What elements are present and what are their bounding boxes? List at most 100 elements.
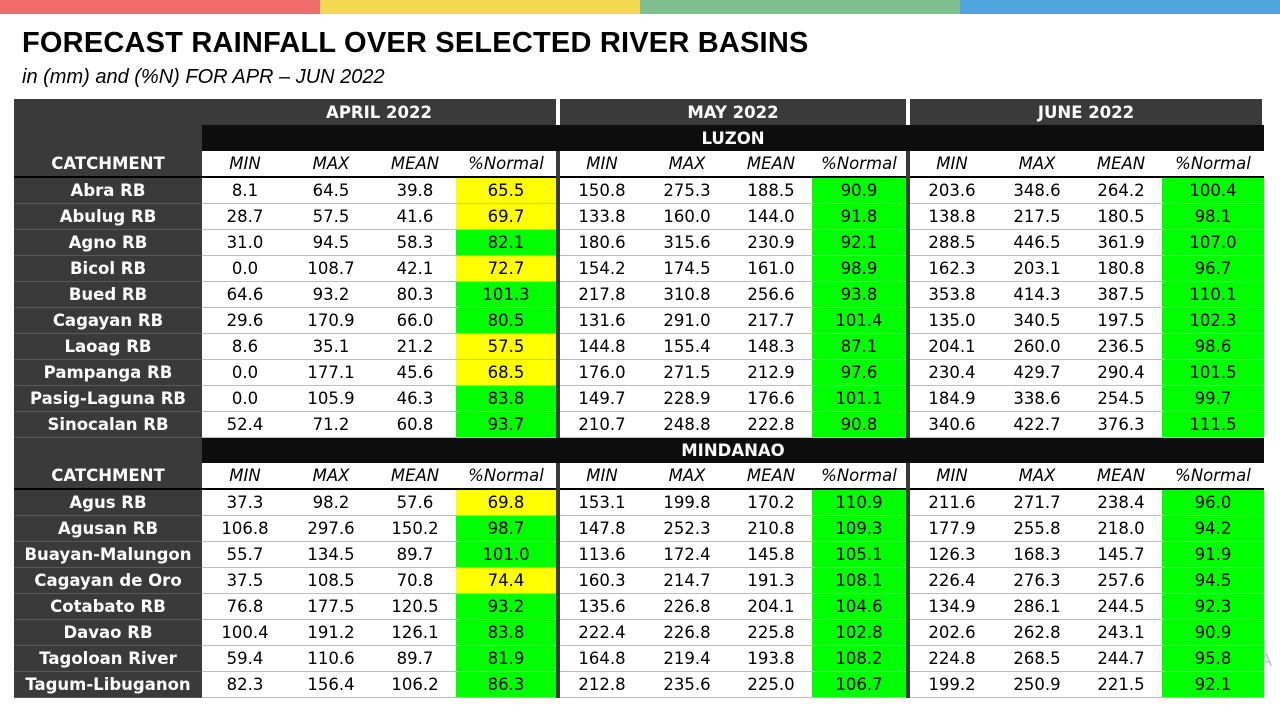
value-cell: 203.6 <box>906 177 994 204</box>
value-cell: 180.6 <box>556 229 644 256</box>
table-row: Tagum-Libuganon 82.3 156.4 106.2 86.3 212.8 23… <box>14 671 1264 698</box>
value-cell: 191.2 <box>288 619 374 646</box>
pct-normal-cell: 96.0 <box>1162 489 1264 516</box>
value-cell: 286.1 <box>994 593 1080 620</box>
value-cell: 260.0 <box>994 333 1080 360</box>
value-cell: 361.9 <box>1080 229 1162 256</box>
value-cell: 110.6 <box>288 645 374 672</box>
catchment-name: Pasig-Laguna RB <box>14 385 202 412</box>
pct-normal-cell: 93.2 <box>456 593 558 620</box>
value-cell: 76.8 <box>202 593 288 620</box>
pct-normal-cell: 90.9 <box>1162 619 1264 646</box>
value-cell: 275.3 <box>644 177 730 204</box>
value-cell: 348.6 <box>994 177 1080 204</box>
catchment-corner <box>14 99 202 125</box>
rainfall-table: APRIL 2022 MAY 2022 JUNE 2022 LUZON CATCHMEN… <box>14 99 1266 698</box>
pct-normal-cell: 101.1 <box>812 385 908 412</box>
pct-normal-cell: 105.1 <box>812 541 908 568</box>
value-cell: 291.0 <box>644 307 730 334</box>
month-header-1: MAY 2022 <box>558 99 910 125</box>
value-cell: 58.3 <box>374 229 456 256</box>
value-cell: 177.9 <box>906 515 994 542</box>
value-cell: 134.9 <box>906 593 994 620</box>
accent-bar <box>0 0 1280 14</box>
value-cell: 82.3 <box>202 671 288 698</box>
value-cell: 170.9 <box>288 307 374 334</box>
value-cell: 64.5 <box>288 177 374 204</box>
pct-normal-cell: 108.2 <box>812 645 908 672</box>
column-header-pct-normal: %Normal <box>812 463 908 490</box>
value-cell: 376.3 <box>1080 411 1162 438</box>
value-cell: 235.6 <box>644 671 730 698</box>
value-cell: 224.8 <box>906 645 994 672</box>
value-cell: 340.5 <box>994 307 1080 334</box>
value-cell: 113.6 <box>556 541 644 568</box>
pct-normal-cell: 80.5 <box>456 307 558 334</box>
value-cell: 288.5 <box>906 229 994 256</box>
pct-normal-cell: 98.9 <box>812 255 908 282</box>
value-cell: 199.8 <box>644 489 730 516</box>
value-cell: 120.5 <box>374 593 456 620</box>
value-cell: 177.5 <box>288 593 374 620</box>
value-cell: 89.7 <box>374 541 456 568</box>
catchment-name: Abra RB <box>14 177 202 204</box>
pct-normal-cell: 91.9 <box>1162 541 1264 568</box>
pct-normal-cell: 111.5 <box>1162 411 1264 438</box>
pct-normal-cell: 100.4 <box>1162 177 1264 204</box>
pct-normal-cell: 96.7 <box>1162 255 1264 282</box>
catchment-name: Sinocalan RB <box>14 411 202 438</box>
value-cell: 422.7 <box>994 411 1080 438</box>
value-cell: 184.9 <box>906 385 994 412</box>
value-cell: 150.8 <box>556 177 644 204</box>
value-cell: 387.5 <box>1080 281 1162 308</box>
value-cell: 162.3 <box>906 255 994 282</box>
value-cell: 255.8 <box>994 515 1080 542</box>
column-header-min: MIN <box>556 151 644 178</box>
pct-normal-cell: 98.6 <box>1162 333 1264 360</box>
value-cell: 8.6 <box>202 333 288 360</box>
value-cell: 160.3 <box>556 567 644 594</box>
value-cell: 176.0 <box>556 359 644 386</box>
accent-bar-red <box>0 0 320 14</box>
value-cell: 170.2 <box>730 489 812 516</box>
value-cell: 338.6 <box>994 385 1080 412</box>
column-header-mean: MEAN <box>1080 463 1162 490</box>
pct-normal-cell: 102.8 <box>812 619 908 646</box>
value-cell: 221.5 <box>1080 671 1162 698</box>
catchment-name: Bued RB <box>14 281 202 308</box>
value-cell: 145.7 <box>1080 541 1162 568</box>
column-header-pct-normal: %Normal <box>1162 463 1264 490</box>
value-cell: 414.3 <box>994 281 1080 308</box>
catchment-name: Agusan RB <box>14 515 202 542</box>
column-header-max: MAX <box>288 463 374 490</box>
region-row: MINDANAO <box>14 437 1264 463</box>
subheader-row: CATCHMENT MIN MAX MEAN %Normal MIN MAX MEAN %Nor… <box>14 151 1264 178</box>
value-cell: 193.8 <box>730 645 812 672</box>
value-cell: 210.7 <box>556 411 644 438</box>
column-header-min: MIN <box>906 463 994 490</box>
table-row: Pampanga RB 0.0 177.1 45.6 68.5 176.0 271.5 212… <box>14 359 1264 386</box>
value-cell: 41.6 <box>374 203 456 230</box>
pct-normal-cell: 101.3 <box>456 281 558 308</box>
pct-normal-cell: 69.8 <box>456 489 558 516</box>
pct-normal-cell: 90.8 <box>812 411 908 438</box>
value-cell: 155.4 <box>644 333 730 360</box>
value-cell: 197.5 <box>1080 307 1162 334</box>
value-cell: 89.7 <box>374 645 456 672</box>
value-cell: 225.8 <box>730 619 812 646</box>
value-cell: 257.6 <box>1080 567 1162 594</box>
value-cell: 168.3 <box>994 541 1080 568</box>
value-cell: 138.8 <box>906 203 994 230</box>
pct-normal-cell: 97.6 <box>812 359 908 386</box>
value-cell: 225.0 <box>730 671 812 698</box>
page-title: FORECAST RAINFALL OVER SELECTED RIVER BA… <box>22 27 809 59</box>
value-cell: 0.0 <box>202 359 288 386</box>
pct-normal-cell: 92.1 <box>1162 671 1264 698</box>
value-cell: 106.8 <box>202 515 288 542</box>
pct-normal-cell: 93.8 <box>812 281 908 308</box>
catchment-name: Cotabato RB <box>14 593 202 620</box>
value-cell: 134.5 <box>288 541 374 568</box>
pct-normal-cell: 83.8 <box>456 385 558 412</box>
pct-normal-cell: 98.7 <box>456 515 558 542</box>
table-row: Bicol RB 0.0 108.7 42.1 72.7 154.2 174.5 161.0 9… <box>14 255 1264 282</box>
